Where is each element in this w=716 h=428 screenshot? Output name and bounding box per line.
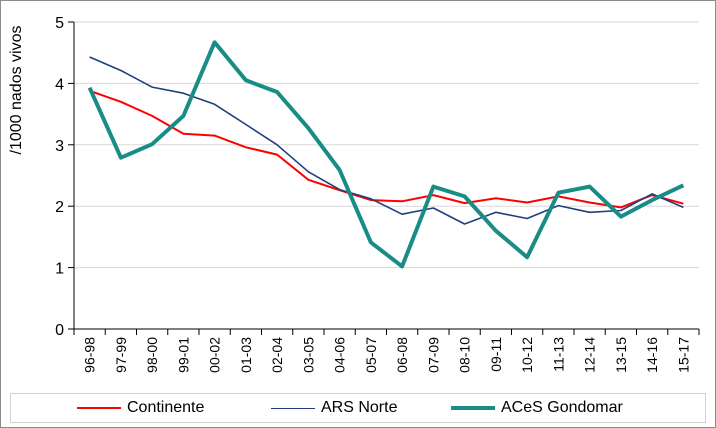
y-tick-labels: 0 1 2 3 4 5 bbox=[55, 15, 64, 339]
x-tick-label: 04-06 bbox=[332, 337, 348, 373]
x-tick-label: 08-10 bbox=[457, 337, 473, 373]
series-line-continente bbox=[89, 89, 684, 209]
legend-swatch-continente bbox=[77, 407, 121, 409]
legend-item-ars-norte: ARS Norte bbox=[271, 394, 397, 422]
x-tick-label: 12-14 bbox=[582, 337, 598, 373]
x-tick-labels: 96-98 97-99 98-00 99-01 00-02 01-03 02-04 03-05… bbox=[82, 337, 692, 373]
x-tick-label: 09-11 bbox=[488, 337, 504, 372]
axes bbox=[68, 21, 700, 335]
legend-swatch-ars-norte bbox=[271, 407, 315, 409]
x-tick-label: 96-98 bbox=[82, 337, 98, 373]
legend-label: ARS Norte bbox=[321, 399, 398, 416]
legend-swatch-aces-gondomar bbox=[451, 406, 495, 410]
legend: Continente ARS Norte ACeS Gondomar bbox=[10, 393, 706, 423]
series-line-aces-gondomar bbox=[87, 40, 685, 269]
x-tick-label: 14-16 bbox=[644, 337, 660, 373]
gridlines bbox=[74, 21, 699, 269]
series-line-ars-norte bbox=[89, 56, 684, 225]
x-tick-label: 99-01 bbox=[175, 337, 191, 373]
y-tick-label: 0 bbox=[55, 322, 64, 339]
x-tick-label: 01-03 bbox=[238, 337, 254, 373]
legend-label: ACeS Gondomar bbox=[501, 399, 623, 416]
legend-label: Continente bbox=[127, 399, 205, 416]
series-lines bbox=[87, 40, 685, 269]
y-tick-label: 5 bbox=[55, 15, 64, 32]
x-tick-label: 13-15 bbox=[613, 337, 629, 373]
x-tick-label: 00-02 bbox=[207, 337, 223, 373]
x-tick-label: 03-05 bbox=[300, 337, 316, 373]
x-tick-label: 07-09 bbox=[425, 337, 441, 373]
legend-item-aces-gondomar: ACeS Gondomar bbox=[451, 394, 623, 422]
x-tick-label: 15-17 bbox=[675, 337, 691, 373]
legend-item-continente: Continente bbox=[77, 394, 204, 422]
y-tick-label: 3 bbox=[55, 138, 64, 155]
x-tick-label: 98-00 bbox=[144, 337, 160, 373]
x-tick-label: 97-99 bbox=[113, 337, 129, 373]
y-axis-label: /1000 nados vivos bbox=[8, 26, 25, 155]
y-tick-label: 4 bbox=[55, 76, 64, 93]
x-tick-label: 11-13 bbox=[550, 337, 566, 372]
x-tick-label: 05-07 bbox=[363, 337, 379, 373]
x-tick-label: 10-12 bbox=[519, 337, 535, 373]
y-tick-label: 2 bbox=[55, 199, 64, 216]
y-tick-label: 1 bbox=[55, 261, 64, 278]
x-tick-label: 02-04 bbox=[269, 337, 285, 373]
x-tick-label: 06-08 bbox=[394, 337, 410, 373]
